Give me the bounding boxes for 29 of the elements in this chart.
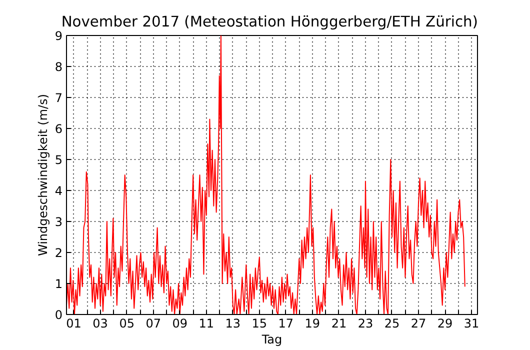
y-tick-label: 8	[54, 60, 63, 74]
x-axis-title: Tag	[260, 332, 282, 346]
y-tick-label: 7	[54, 91, 63, 105]
x-tick-label: 23	[358, 316, 374, 330]
y-tick-label: 0	[54, 308, 63, 322]
y-tick-label: 6	[54, 122, 63, 136]
x-tick-label: 09	[172, 316, 188, 330]
x-tick-label: 13	[225, 316, 241, 330]
y-tick-label: 2	[54, 246, 63, 260]
y-axis-title: Windgeschwindigkeit (m/s)	[36, 94, 50, 256]
x-tick-label: 03	[92, 316, 108, 330]
x-tick-label: 11	[198, 316, 214, 330]
y-tick-label: 1	[54, 277, 63, 291]
x-tick-label: 17	[278, 316, 294, 330]
x-tick-label: 31	[464, 316, 480, 330]
x-tick-label: 27	[410, 316, 426, 330]
x-tick-label: 01	[66, 316, 82, 330]
x-tick-label: 07	[146, 316, 161, 330]
x-tick-label: 29	[437, 316, 453, 330]
y-tick-label: 9	[54, 29, 63, 43]
y-tick-label: 5	[54, 153, 63, 167]
x-tick-label: 25	[384, 316, 400, 330]
x-tick-label: 05	[119, 316, 134, 330]
y-tick-label: 4	[54, 184, 63, 198]
chart-title: November 2017 (Meteostation Hönggerberg/ETH Zürich)	[61, 14, 478, 30]
x-tick-label: 19	[304, 316, 320, 330]
y-tick-label: 3	[54, 215, 63, 229]
x-tick-label: 21	[331, 316, 347, 330]
x-tick-label: 15	[252, 316, 268, 330]
